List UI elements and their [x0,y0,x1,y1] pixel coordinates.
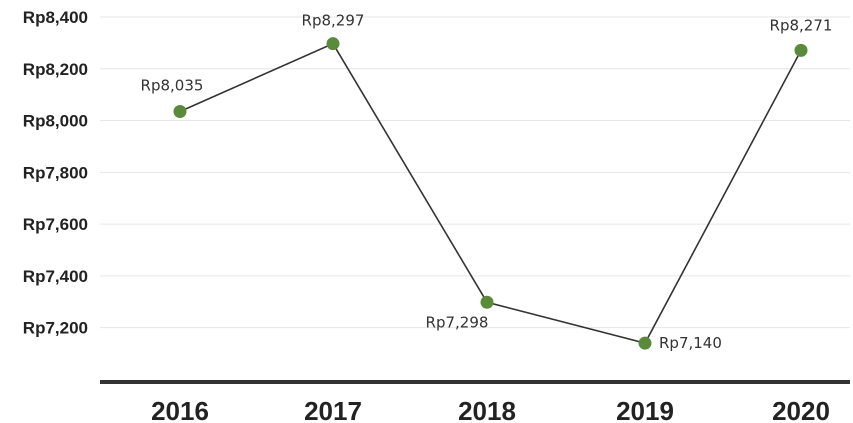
y-tick-label: Rp7,800 [23,163,88,182]
data-label-2017: Rp8,297 [302,12,365,30]
data-label-2018: Rp7,298 [426,313,489,331]
x-tick-label: 2020 [772,396,830,423]
data-point-2018 [480,295,494,309]
y-tick-label: Rp8,000 [23,112,88,131]
data-points [173,37,808,350]
data-label-2019: Rp7,140 [659,334,722,352]
x-axis-tick-labels: 2016 2017 2018 2019 2020 [151,396,830,423]
data-label-2020: Rp8,271 [770,16,833,34]
y-tick-label: Rp8,200 [23,60,88,79]
y-tick-label: Rp8,400 [23,8,88,27]
gridlines [100,16,850,329]
x-tick-label: 2019 [616,396,674,423]
y-tick-label: Rp7,200 [23,319,88,338]
x-tick-label: 2017 [304,396,362,423]
y-axis-tick-labels: Rp7,200 Rp7,400 Rp7,600 Rp7,800 Rp8,000 Rp8,2… [23,8,88,338]
data-point-2020 [794,43,808,57]
data-point-2017 [326,37,340,51]
data-labels: Rp8,035 Rp8,297 Rp7,298 Rp7,140 Rp8,271 [141,12,833,353]
x-tick-label: 2018 [458,396,516,423]
x-tick-label: 2016 [151,396,209,423]
data-point-2016 [173,104,187,118]
y-tick-label: Rp7,600 [23,215,88,234]
data-point-2019 [638,336,652,350]
data-label-2016: Rp8,035 [141,76,204,94]
y-tick-label: Rp7,400 [23,267,88,286]
